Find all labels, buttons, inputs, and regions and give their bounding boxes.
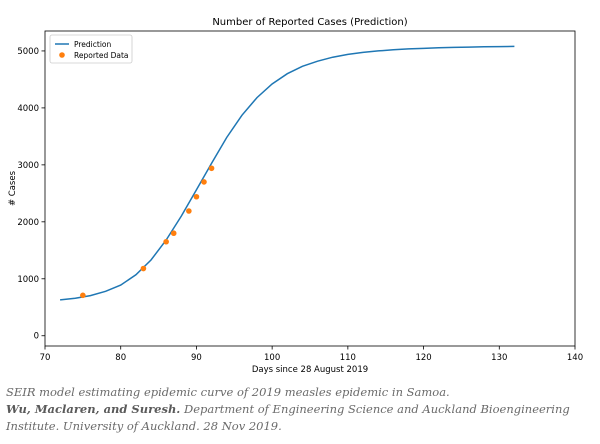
y-tick-label: 4000 (17, 104, 39, 114)
y-tick-label: 3000 (17, 161, 39, 171)
caption-line-1: SEIR model estimating epidemic curve of … (6, 385, 450, 399)
y-tick-label: 0 (34, 332, 39, 342)
prediction-line (60, 45, 515, 301)
reported-data-point (163, 238, 169, 245)
y-tick-label: 5000 (17, 47, 39, 57)
legend-reported-swatch (59, 52, 65, 58)
legend-reported-label: Reported Data (74, 51, 129, 60)
reported-data-point (80, 292, 86, 299)
y-tick-label: 1000 (17, 275, 39, 285)
x-tick-label: 130 (491, 353, 507, 363)
caption-line-2: Wu, Maclaren, and Suresh. Department of … (6, 401, 594, 435)
figure-caption: SEIR model estimating epidemic curve of … (6, 384, 594, 435)
reported-data-point (140, 265, 147, 272)
x-tick-label: 100 (264, 353, 280, 363)
x-tick-label: 120 (415, 353, 431, 363)
chart-figure: 70 80 90 100 110 120 130 140 0 1000 2000 3000 4000 50… (8, 17, 583, 375)
x-axis-label: Days since 28 August 2019 (252, 365, 368, 375)
caption-authors: Wu, Maclaren, and Suresh. (6, 402, 181, 416)
legend-box (49, 34, 133, 64)
x-tick-label: 70 (40, 353, 51, 363)
reported-data-point (170, 230, 177, 237)
caption-affiliation: Department of Engineering Science and Au… (6, 402, 570, 433)
y-axis-label: # Cases (8, 170, 18, 206)
x-tick-label: 80 (115, 353, 126, 363)
y-tick-label: 2000 (17, 218, 39, 228)
reported-data-point (201, 179, 207, 185)
x-tick-label: 140 (567, 353, 583, 363)
reported-data-point (186, 208, 192, 214)
chart-svg: 70 80 90 100 110 120 130 140 0 1000 2000 3000 4000 50… (8, 17, 583, 375)
legend-prediction-label: Prediction (74, 40, 112, 49)
reported-data-point (208, 165, 215, 172)
reported-data-point (193, 193, 200, 200)
x-tick-label: 90 (191, 353, 202, 363)
x-tick-label: 110 (340, 353, 356, 363)
chart-title: Number of Reported Cases (Prediction) (212, 17, 407, 28)
plot-frame (44, 30, 576, 347)
